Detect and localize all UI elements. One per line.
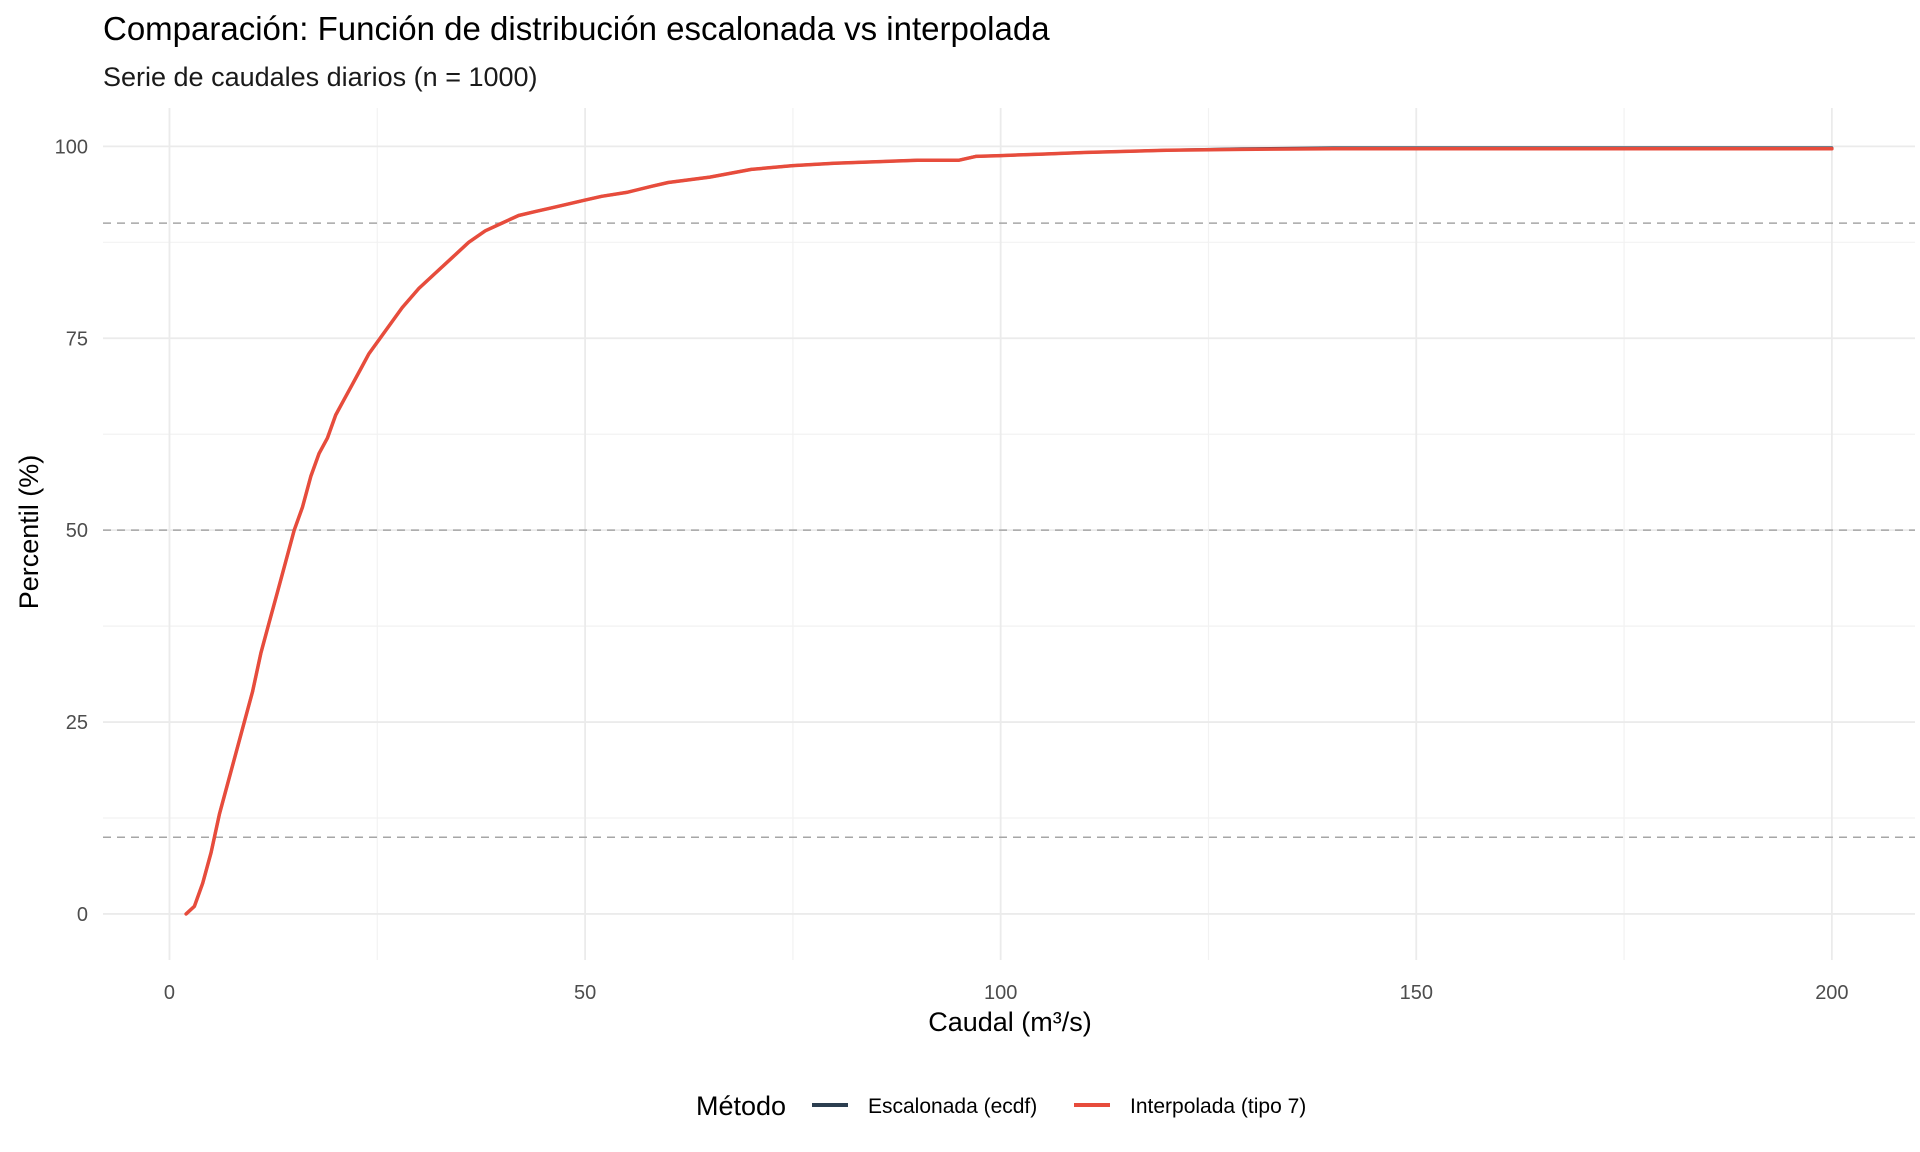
y-tick-label: 25 bbox=[66, 712, 88, 734]
y-tick-label: 0 bbox=[77, 904, 88, 926]
legend-label-interpolada: Interpolada (tipo 7) bbox=[1130, 1095, 1306, 1118]
grid-major bbox=[103, 108, 1915, 960]
legend: Método Escalonada (ecdf) Interpolada (ti… bbox=[696, 1091, 1306, 1121]
grid-minor bbox=[103, 108, 1915, 960]
x-tick-label: 0 bbox=[164, 982, 175, 1004]
legend-title: Método bbox=[696, 1091, 786, 1121]
y-axis-title: Percentil (%) bbox=[14, 455, 44, 610]
chart-title: Comparación: Función de distribución esc… bbox=[103, 10, 1050, 47]
reference-lines bbox=[103, 222, 1915, 838]
series-layer bbox=[184, 146, 1834, 916]
x-axis-ticks: 0 50 100 150 200 bbox=[164, 982, 1849, 1004]
legend-label-escalonada: Escalonada (ecdf) bbox=[868, 1095, 1037, 1118]
x-axis-title: Caudal (m³/s) bbox=[928, 1007, 1092, 1037]
series-line-interpolada bbox=[184, 146, 1834, 916]
x-tick-label: 150 bbox=[1400, 982, 1433, 1004]
x-tick-label: 50 bbox=[574, 982, 596, 1004]
x-tick-label: 100 bbox=[984, 982, 1017, 1004]
y-tick-label: 50 bbox=[66, 520, 88, 542]
y-tick-label: 75 bbox=[66, 328, 88, 350]
chart-subtitle: Serie de caudales diarios (n = 1000) bbox=[103, 62, 538, 92]
y-axis-ticks: 0 25 50 75 100 bbox=[55, 136, 88, 926]
y-tick-label: 100 bbox=[55, 136, 88, 158]
x-tick-label: 200 bbox=[1815, 982, 1848, 1004]
